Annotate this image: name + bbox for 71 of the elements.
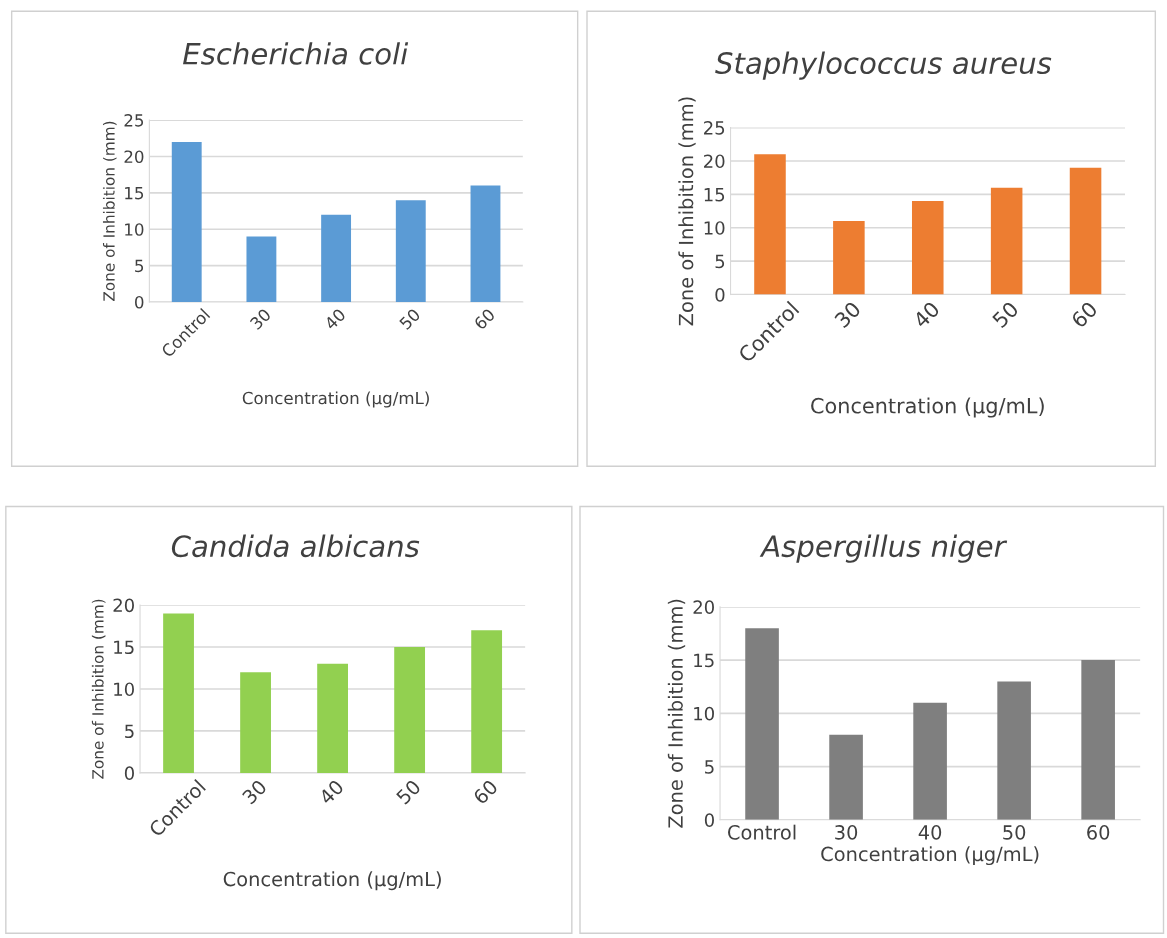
y-tick-label: 20 (693, 600, 714, 614)
x-tick-label: 30 (833, 300, 862, 329)
bar (395, 200, 426, 303)
bar (470, 185, 501, 303)
y-tick-label: 10 (694, 706, 714, 721)
x-tick-label: 60 (473, 307, 496, 331)
x-axis-title: Concentration (µg/mL) (821, 846, 1039, 866)
bar (1081, 660, 1115, 820)
y-tick-label: 20 (113, 598, 134, 613)
y-tick-label: 10 (704, 221, 725, 235)
y-tick-label: 15 (704, 188, 725, 202)
y-tick-label: 10 (114, 682, 134, 697)
y-tick-label: 25 (124, 114, 144, 127)
chart-title: Escherichia coli (183, 42, 409, 65)
x-tick-label: Control (728, 824, 796, 840)
x-axis-title: Concentration (µg/mL) (242, 391, 429, 408)
x-tick-label: 40 (318, 778, 345, 806)
bar (163, 613, 194, 773)
y-axis-title: Zone of Inhibition (mm) (91, 599, 106, 779)
x-tick-label: 60 (1087, 825, 1110, 840)
x-tick-label: 30 (249, 307, 272, 331)
y-tick-label: 25 (704, 121, 725, 135)
y-axis-title: Zone of Inhibition (mm) (678, 97, 696, 326)
y-tick-label: 0 (704, 813, 714, 827)
y-tick-label: 5 (125, 724, 134, 739)
y-tick-label: 15 (114, 640, 134, 655)
y-tick-label: 15 (125, 187, 144, 200)
chart-title: Staphylococcus aureus (715, 51, 1052, 80)
bar (997, 681, 1031, 820)
x-tick-label: 50 (398, 307, 421, 331)
y-tick-label: 10 (125, 223, 144, 236)
bar (471, 630, 503, 773)
x-tick-label: 50 (1003, 825, 1026, 840)
bar (171, 141, 202, 303)
y-tick-label: 0 (124, 766, 134, 781)
y-axis-title: Zone of Inhibition (mm) (102, 121, 117, 301)
x-tick-label: 40 (918, 825, 942, 840)
y-tick-label: 0 (715, 287, 725, 302)
bar (990, 187, 1023, 295)
y-tick-label: 0 (135, 296, 144, 309)
x-tick-label: 60 (1070, 300, 1099, 329)
bar (1069, 167, 1102, 295)
bar (745, 628, 779, 820)
bar (829, 734, 863, 820)
bar (240, 672, 271, 773)
x-tick-label: 50 (991, 300, 1020, 329)
x-tick-label: 30 (241, 778, 268, 805)
y-tick-label: 20 (704, 154, 725, 169)
chart-title: Candida albicans (171, 534, 420, 558)
x-tick-label: 50 (395, 778, 422, 805)
bar (913, 702, 947, 820)
bar (754, 154, 786, 295)
bar (317, 663, 348, 773)
bar (833, 221, 865, 295)
y-tick-label: 20 (124, 150, 144, 164)
y-tick-label: 15 (694, 653, 714, 668)
bar (911, 201, 944, 295)
y-axis-title: Zone of Inhibition (mm) (667, 599, 686, 828)
y-tick-label: 5 (715, 254, 725, 269)
x-tick-label: 40 (912, 300, 941, 329)
y-tick-label: 5 (135, 259, 144, 273)
x-tick-label: 40 (323, 307, 347, 331)
x-axis-title: Concentration (µg/mL) (811, 397, 1044, 418)
bar (246, 236, 277, 303)
bar (394, 646, 426, 773)
x-tick-label: 60 (472, 778, 499, 805)
bar (321, 214, 352, 303)
y-tick-label: 5 (705, 760, 714, 774)
x-tick-label: 30 (835, 825, 858, 840)
x-axis-title: Concentration (µg/mL) (223, 871, 441, 891)
chart-title: Aspergillus niger (759, 534, 1008, 563)
